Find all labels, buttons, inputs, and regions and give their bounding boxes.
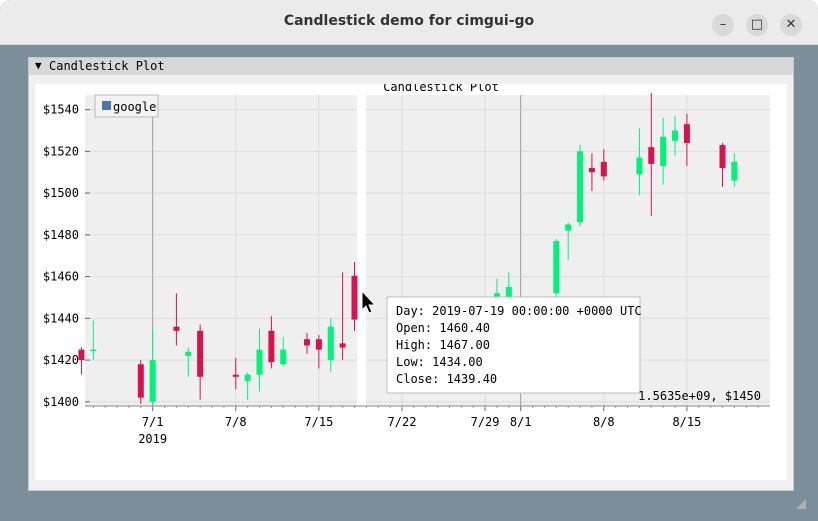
- title-bar[interactable]: Candlestick demo for cimgui-go – □ ✕: [0, 0, 818, 45]
- candle-body: [660, 136, 667, 166]
- candle-body: [731, 161, 738, 181]
- candle-body: [351, 275, 358, 320]
- candle-body: [268, 330, 275, 363]
- close-button[interactable]: ✕: [780, 14, 802, 36]
- candlestick-chart[interactable]: Candlestick Plot $1540 $1520 $1500 $1480 $14…: [35, 80, 787, 480]
- tooltip-box: [386, 296, 641, 394]
- maximize-button[interactable]: □: [746, 14, 768, 36]
- candle-body: [577, 151, 584, 223]
- tooltip-close: Close: 1439.40: [396, 372, 497, 386]
- imgui-window-candlestick: ▼ Candlestick Plot Candlestick Plot $154…: [28, 57, 794, 491]
- y-tick-label: $1520: [43, 144, 79, 158]
- tooltip: Day: 2019-07-19 00:00:00 +0000 UTC Open:…: [386, 296, 642, 394]
- candle-body: [304, 339, 311, 346]
- candle-body: [90, 349, 97, 352]
- candle-body: [719, 145, 726, 169]
- candle-body: [636, 157, 643, 175]
- candle-body: [197, 330, 204, 377]
- candle-body: [149, 360, 156, 402]
- tooltip-day: Day: 2019-07-19 00:00:00 +0000 UTC: [396, 304, 642, 318]
- candle-body: [315, 339, 322, 350]
- candle-body: [232, 374, 239, 377]
- x-tick-label: 8/1: [510, 415, 532, 429]
- mouse-position-readout: 1.5635e+09, $1450: [638, 389, 761, 403]
- candle-body: [505, 287, 512, 298]
- window-title: Candlestick demo for cimgui-go: [283, 13, 535, 29]
- candle-body: [256, 349, 263, 375]
- x-tick-label: 7/15: [304, 415, 333, 429]
- tooltip-low: Low: 1434.00: [396, 355, 483, 369]
- y-axis: $1540 $1520 $1500 $1480 $1460 $1440 $1420 $1400: [43, 103, 90, 409]
- imgui-viewport: ▼ Candlestick Plot Candlestick Plot $154…: [10, 45, 808, 511]
- y-tick-label: $1400: [43, 395, 79, 409]
- y-tick-label: $1420: [43, 353, 79, 367]
- chart-title: Candlestick Plot: [383, 84, 499, 94]
- candle-body: [672, 130, 679, 141]
- candle-body: [600, 161, 607, 177]
- plot-area-left[interactable]: [85, 95, 357, 406]
- candle-body: [173, 326, 180, 331]
- y-tick-label: $1500: [43, 186, 79, 200]
- x-axis: 7/1 2019 7/8 7/15 7/22 7/29 8/1 8/8 8/15: [85, 405, 770, 446]
- candle-body: [137, 364, 144, 398]
- legend-box: [94, 94, 159, 118]
- y-tick-label: $1480: [43, 228, 79, 242]
- legend[interactable]: google: [94, 94, 159, 118]
- candle-body: [78, 349, 85, 361]
- x-tick-label: 8/8: [593, 415, 615, 429]
- x-tick-label: 7/29: [471, 415, 500, 429]
- x-tick-label: 7/1: [142, 415, 164, 429]
- candle-body: [185, 351, 192, 356]
- candle-body: [553, 241, 560, 294]
- legend-swatch: [102, 101, 111, 110]
- plot-gap: [357, 95, 366, 408]
- legend-label-google: google: [113, 100, 156, 114]
- x-tick-label: 7/22: [388, 415, 417, 429]
- x-tick-year-label: 2019: [138, 432, 167, 446]
- header-label: Candlestick Plot: [49, 59, 165, 73]
- candle-body: [648, 147, 655, 164]
- x-tick-label: 7/8: [225, 415, 247, 429]
- candle-body: [280, 349, 287, 365]
- x-tick-label: 8/15: [672, 415, 701, 429]
- tooltip-high: High: 1467.00: [396, 338, 490, 352]
- y-tick-label: $1440: [43, 311, 79, 325]
- candle-body: [327, 326, 334, 361]
- plot-frame: Candlestick Plot $1540 $1520 $1500 $1480 $14…: [35, 80, 787, 480]
- candle-body: [683, 124, 690, 144]
- y-tick-label: $1460: [43, 270, 79, 284]
- candle-body: [565, 224, 572, 231]
- candle-body: [339, 343, 346, 348]
- y-tick-label: $1540: [43, 103, 79, 117]
- tooltip-open: Open: 1460.40: [396, 321, 490, 335]
- candle-body: [244, 374, 251, 381]
- candles: [78, 92, 738, 406]
- candle-body: [588, 168, 595, 173]
- collapse-arrow-icon[interactable]: ▼: [35, 59, 42, 72]
- resize-grip-icon[interactable]: [796, 499, 806, 509]
- mouse-cursor-icon: [361, 289, 377, 314]
- collapsing-header[interactable]: ▼ Candlestick Plot: [29, 58, 793, 75]
- minimize-button[interactable]: –: [712, 14, 734, 36]
